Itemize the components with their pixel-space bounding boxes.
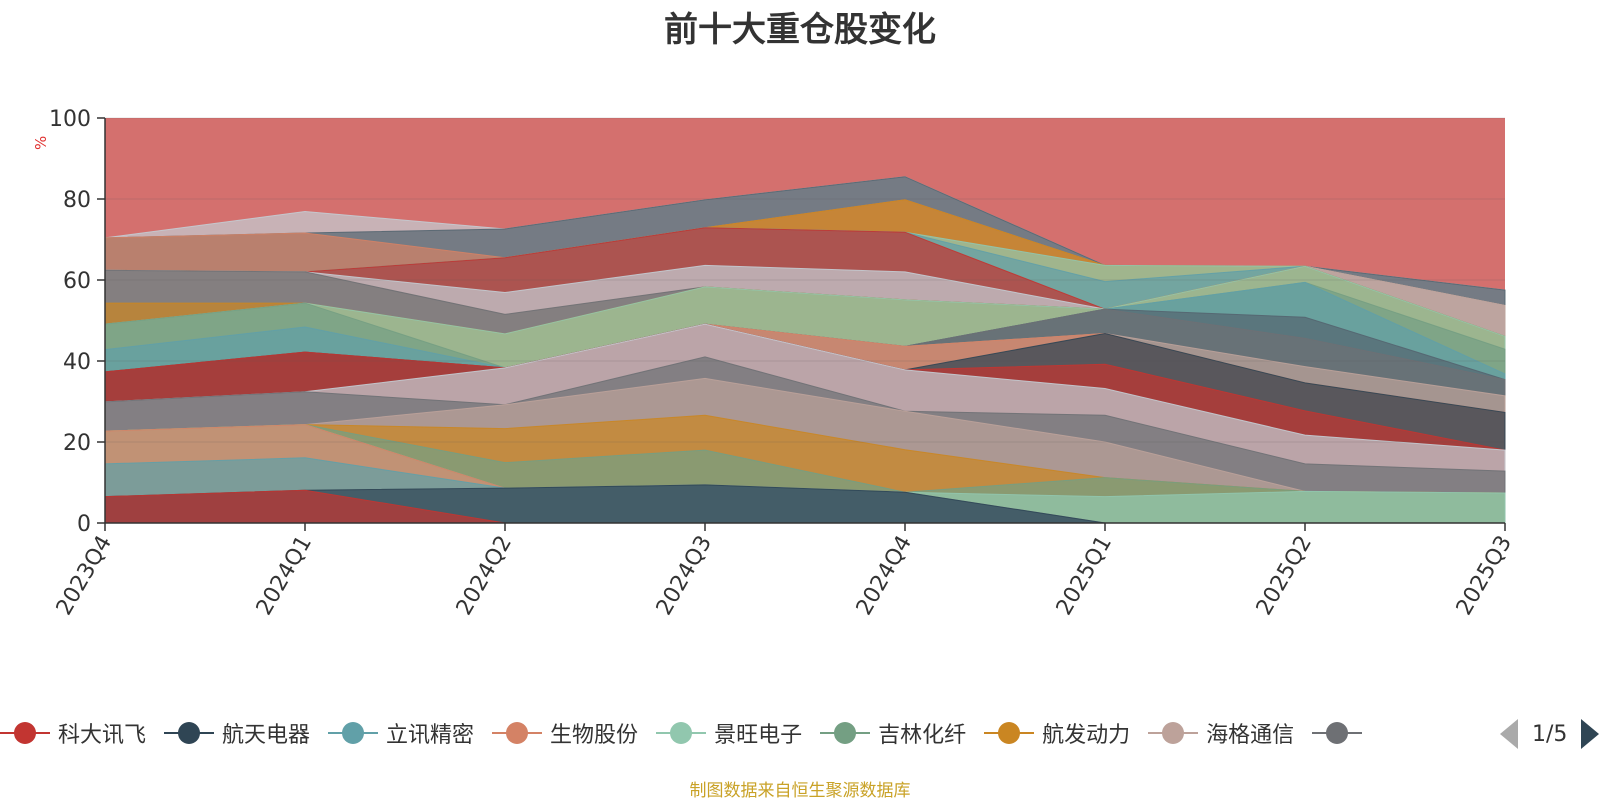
legend-label: 科大讯飞 <box>58 723 147 748</box>
chart-title: 前十大重仓股变化 <box>664 10 936 50</box>
legend-swatch <box>328 721 379 745</box>
legend-item[interactable]: 吉林化纤 <box>820 716 966 750</box>
y-tick-label: 20 <box>63 431 91 456</box>
legend-swatch <box>0 721 50 745</box>
legend-prev-button[interactable] <box>1500 719 1518 749</box>
y-tick-label: 100 <box>49 107 91 132</box>
y-tick-label: 0 <box>77 512 91 537</box>
legend-item[interactable]: 立讯精密 <box>328 716 474 750</box>
legend-swatch <box>820 721 871 745</box>
x-tick-label: 2025Q1 <box>1052 532 1117 620</box>
x-tick-label: 2023Q4 <box>52 532 117 620</box>
legend-item[interactable]: 海格通信 <box>1148 716 1294 750</box>
legend-label: 景旺电子 <box>714 723 803 748</box>
source-note: 制图数据来自恒生聚源数据库 <box>689 781 911 801</box>
legend-label: 立讯精密 <box>386 723 475 748</box>
x-tick-label: 2024Q1 <box>252 532 317 620</box>
legend-label: 吉林化纤 <box>878 723 967 748</box>
x-tick-label: 2024Q4 <box>852 532 917 620</box>
x-tick-label: 2025Q3 <box>1452 532 1517 620</box>
legend-label: 生物股份 <box>550 723 639 748</box>
legend-pager: 1/5 <box>1500 718 1600 750</box>
legend-label: 海格通信 <box>1206 723 1295 748</box>
legend-item[interactable]: 科大讯飞 <box>0 716 146 750</box>
legend: 科大讯飞 航天电器 立讯精密 生物股份 景旺电子 吉林化纤 航发动力 海格通信 <box>0 716 1492 750</box>
legend-label: 航天电器 <box>222 723 311 748</box>
y-tick-label: 80 <box>63 188 91 213</box>
x-tick-label: 2025Q2 <box>1252 532 1317 620</box>
legend-swatch <box>1312 721 1363 745</box>
legend-swatch <box>656 721 707 745</box>
legend-swatch <box>984 721 1035 745</box>
legend-item[interactable] <box>1312 716 1370 750</box>
legend-item[interactable]: 航天电器 <box>164 716 310 750</box>
x-tick-label: 2024Q2 <box>452 532 517 620</box>
x-tick-label: 2024Q3 <box>652 532 717 620</box>
legend-label: 航发动力 <box>1042 723 1131 748</box>
y-tick-label: 40 <box>63 350 91 375</box>
y-axis-unit: % <box>32 135 50 150</box>
legend-swatch <box>164 721 215 745</box>
y-tick-label: 60 <box>63 269 91 294</box>
legend-swatch <box>1148 721 1199 745</box>
legend-item[interactable]: 航发动力 <box>984 716 1130 750</box>
legend-item[interactable]: 景旺电子 <box>656 716 802 750</box>
legend-page-indicator: 1/5 <box>1532 721 1568 747</box>
legend-next-button[interactable] <box>1581 719 1600 749</box>
legend-item[interactable]: 生物股份 <box>492 716 638 750</box>
legend-swatch <box>492 721 543 745</box>
